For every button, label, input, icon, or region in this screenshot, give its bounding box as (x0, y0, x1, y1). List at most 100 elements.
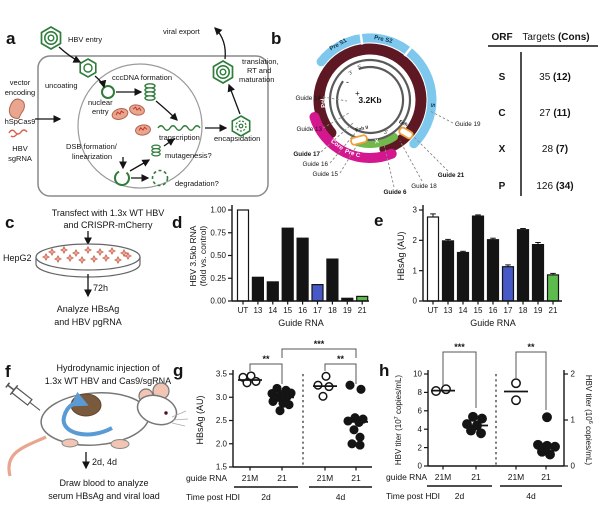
targets-s: 35 (12) (539, 72, 571, 83)
cas9-complex-icons (111, 104, 151, 136)
hepg2-cell (42, 253, 50, 261)
draw-blood-label-2: serum HBsAg and viral load (48, 491, 160, 501)
transfect-label-1: Transfect with 1.3x WT HBV (52, 208, 165, 218)
hepg2-cell (114, 256, 122, 264)
y-tick-label: 2 (418, 443, 423, 452)
y-tick-label: 3.0 (216, 393, 228, 402)
bar-16 (296, 237, 309, 302)
row-label-guide-rna: guide RNA (386, 472, 427, 482)
data-point (318, 391, 328, 401)
table-row: P 126 (34) (499, 181, 574, 192)
uncoating-label: uncoating (45, 81, 78, 90)
panel-a: a HBV entry viral export uncoating cccDN… (5, 26, 279, 197)
y-tick-label: 0.50 (210, 251, 226, 260)
panel-c: c Transfect with 1.3x WT HBV and CRISPR-… (3, 208, 164, 327)
y-tick-label-right: 2 (571, 370, 576, 379)
panel-label-h: h (379, 361, 389, 380)
hbv-entry-label: HBV entry (68, 35, 102, 44)
sig-bracket (442, 351, 477, 408)
panel-f: f Hydrodynamic injection of 1.3x WT HBV … (5, 362, 189, 501)
bar-14 (266, 281, 279, 302)
core-arc (309, 112, 397, 164)
day-label: 2d (455, 491, 465, 501)
hepg2-cell (90, 255, 98, 263)
uncoating-capsid-icon (79, 58, 97, 78)
data-point (347, 439, 357, 449)
data-point (468, 411, 478, 422)
mature-virion-icon (212, 60, 234, 84)
mouse-foot (110, 439, 130, 449)
hdi-label-2: 1.3x WT HBV and Cas9/sgRNA (45, 376, 171, 386)
panel-label-a: a (6, 29, 16, 48)
panel-e: e HBsAg (AU) Guide RNA (374, 211, 516, 328)
guide-13-label: Guide 13 (296, 126, 322, 133)
sig-stars: ** (262, 354, 270, 364)
y-tick-label: 0.75 (210, 228, 226, 237)
plus-strand-label: + (355, 89, 360, 98)
data-point (511, 378, 521, 389)
bar-21 (546, 274, 560, 302)
hepg2-cell (54, 255, 62, 263)
mouse-whiskers (171, 410, 189, 427)
transcription-label: transcription (159, 133, 200, 142)
y-tick-label: 6 (418, 407, 423, 416)
sig-bracket (324, 363, 357, 384)
group-label: 21M (242, 473, 259, 483)
mouse-eye (164, 411, 168, 415)
bar-19 (531, 244, 545, 302)
table-row: S 35 (12) (499, 72, 571, 83)
pol-arc (313, 43, 427, 155)
dna-plus-strand (335, 65, 405, 135)
sig-stars: ** (527, 342, 535, 352)
vector-label-1: vector (10, 78, 31, 87)
bar-14 (456, 251, 470, 302)
group-label: 21M (508, 472, 525, 482)
panel-label-e: e (374, 211, 383, 230)
guide-19-label: Guide 19 (455, 121, 481, 128)
y-tick-label: 1 (413, 266, 418, 275)
y-tick-label: 2.0 (216, 439, 228, 448)
mouse-illustration (5, 382, 189, 477)
row-label-time-post-hdi: Time post HDI (386, 491, 440, 501)
chart-e-layer: UT 13 14 15 16 17 18 19 21 0 1 2 3 (413, 205, 562, 315)
hepg2-cells (42, 246, 132, 264)
data-point (355, 440, 365, 450)
orf-p: P (499, 181, 506, 192)
bar-13 (251, 276, 264, 302)
x-tick-label: 17 (313, 306, 322, 315)
data-point (476, 428, 486, 439)
transcript-wave-icon (157, 125, 201, 131)
hepg2-cell (48, 248, 56, 256)
orf-table: ORF Targets (Cons) S 35 (12) C 27 (11) X… (488, 32, 598, 196)
x-tick-label: 16 (489, 306, 498, 315)
mutagenesis-label: mutagenesis? (165, 151, 212, 160)
y-tick-label: 0 (413, 297, 418, 306)
mouse-foot (61, 438, 79, 448)
x-tick-label: UT (238, 306, 249, 315)
bar-15 (281, 227, 294, 302)
circulation-arrow (61, 391, 113, 437)
data-point (268, 396, 278, 406)
y-tick-label: 0.25 (210, 274, 226, 283)
data-point (321, 371, 331, 381)
chart-h-layer: 0 2 4 6 8 10 0 1 2 21M 21 21M 21 2d 4d guide RNA Time po… (386, 342, 576, 501)
bar-17 (501, 266, 515, 302)
nucleus-outline (77, 63, 203, 189)
hepg2-cell (72, 249, 80, 257)
pol-label: Pol (321, 98, 328, 108)
x-tick-label: 16 (298, 306, 307, 315)
group-label: 21 (277, 473, 287, 483)
sig-bracket (515, 351, 547, 410)
panel-label-f: f (5, 362, 11, 381)
bar-UT (236, 209, 250, 302)
group-label: 21M (435, 472, 452, 482)
minichromosome-icon (144, 83, 156, 101)
x-tick-label: 21 (358, 306, 367, 315)
s-label: S (429, 103, 435, 108)
orf-x: X (499, 144, 506, 155)
sig-stars: *** (454, 342, 465, 352)
data-point (356, 384, 366, 394)
h-ylabel-right: HBV titer (106 copies/mL) (584, 375, 593, 466)
three-prime-label-2: 3' (384, 130, 388, 136)
y-tick-label: 1.00 (210, 206, 226, 215)
